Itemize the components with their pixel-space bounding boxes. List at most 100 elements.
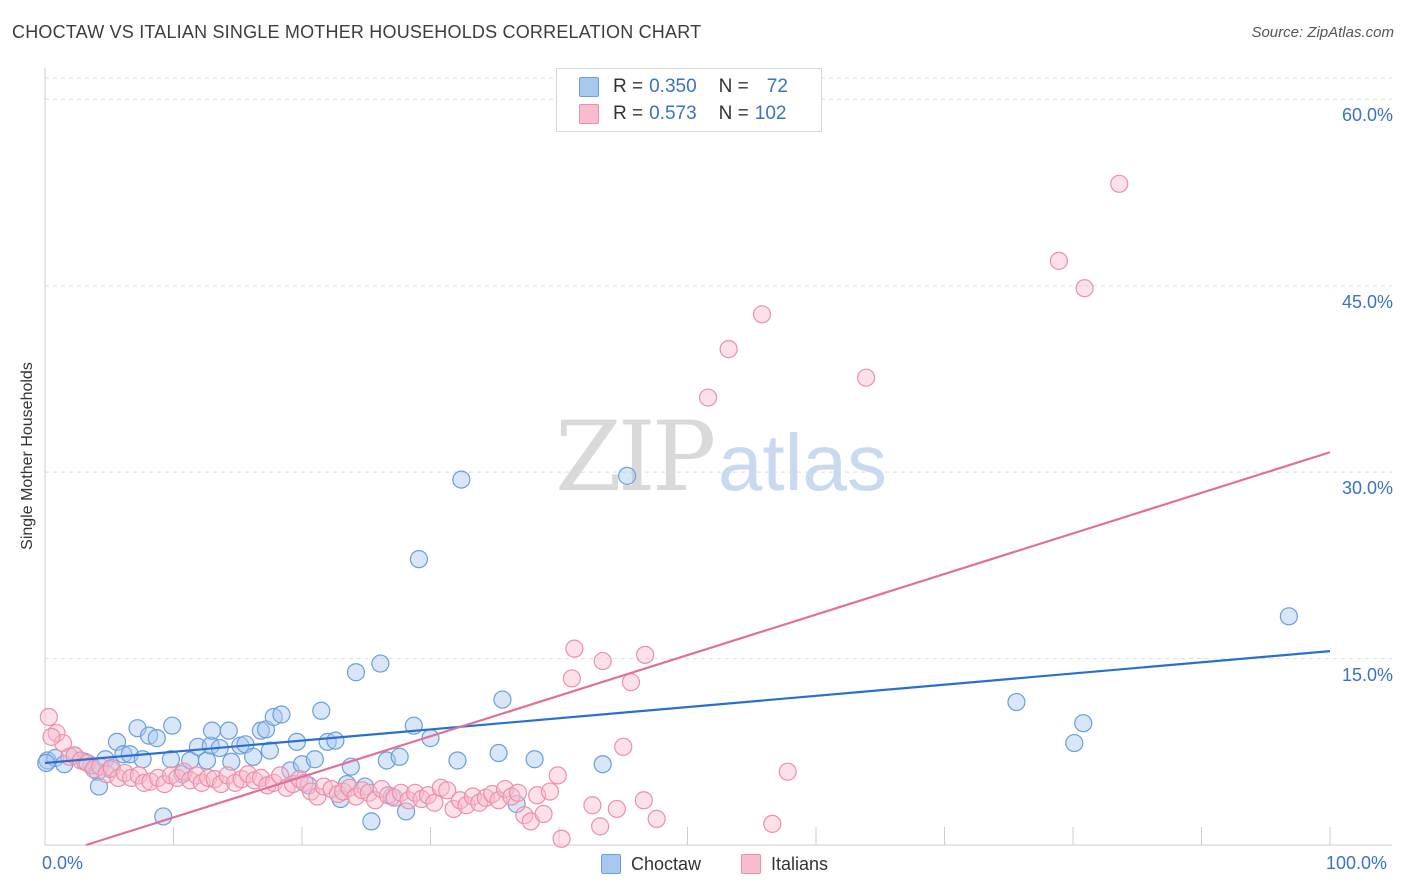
choctaw-swatch bbox=[579, 77, 599, 97]
italians-point bbox=[438, 781, 457, 800]
legend-row-italians: R = 0.573 N = 102 bbox=[579, 101, 786, 127]
choctaw-point bbox=[371, 654, 390, 673]
italians-r-label: R = bbox=[613, 103, 644, 124]
y-tick-label: 60.0% bbox=[1341, 105, 1393, 126]
italians-point bbox=[552, 829, 571, 848]
italians-point bbox=[583, 796, 602, 815]
choctaw-legend-swatch bbox=[601, 854, 621, 874]
italians-point bbox=[508, 783, 527, 802]
italians-point bbox=[218, 766, 237, 785]
italians-point bbox=[719, 340, 738, 359]
choctaw-point bbox=[326, 731, 345, 750]
italians-point bbox=[540, 782, 560, 801]
choctaw-n-label: N = bbox=[718, 76, 749, 97]
italians-point bbox=[593, 651, 612, 671]
choctaw-point bbox=[305, 750, 324, 769]
axes bbox=[44, 68, 1392, 846]
choctaw-point bbox=[244, 747, 263, 766]
italians-r-value: 0.573 bbox=[649, 103, 697, 124]
choctaw-point bbox=[362, 812, 381, 831]
choctaw-point bbox=[396, 802, 416, 821]
italians-point bbox=[42, 727, 61, 746]
italians-point bbox=[763, 814, 782, 833]
italians-legend-label: Italians bbox=[771, 853, 829, 874]
choctaw-points bbox=[37, 466, 1298, 831]
italians-n-label: N = bbox=[718, 103, 749, 124]
chart-title: CHOCTAW VS ITALIAN SINGLE MOTHER HOUSEHO… bbox=[12, 22, 702, 42]
italians-point bbox=[1075, 279, 1094, 298]
italians-point bbox=[534, 804, 553, 824]
italians-point bbox=[548, 766, 567, 785]
watermark-zip: ZIP bbox=[555, 401, 714, 513]
choctaw-r-value: 0.350 bbox=[649, 76, 697, 97]
choctaw-point bbox=[409, 550, 429, 569]
choctaw-legend-label: Choctaw bbox=[631, 853, 702, 874]
italians-point bbox=[621, 673, 641, 692]
choctaw-r-label: R = bbox=[613, 76, 644, 97]
choctaw-point bbox=[154, 807, 173, 826]
choctaw-point bbox=[202, 721, 222, 740]
choctaw-point bbox=[493, 690, 512, 709]
correlation-legend: R = 0.350 N = 72 R = 0.573 N = 102 bbox=[556, 68, 822, 132]
y-tick-label: 45.0% bbox=[1341, 291, 1393, 312]
italians-point bbox=[647, 809, 666, 829]
italians-point bbox=[591, 817, 610, 836]
choctaw-point bbox=[593, 755, 612, 774]
italians-point bbox=[635, 645, 655, 664]
choctaw-point bbox=[618, 466, 637, 485]
choctaw-point bbox=[114, 745, 133, 764]
choctaw-point bbox=[222, 752, 241, 771]
italians-point bbox=[399, 791, 418, 810]
italians-swatch bbox=[579, 104, 599, 124]
italians-trend-line bbox=[85, 451, 1331, 847]
italians-point bbox=[752, 305, 772, 324]
italians-point bbox=[308, 787, 327, 806]
grid-lines bbox=[45, 77, 1392, 660]
italians-legend-swatch bbox=[741, 854, 761, 874]
italians-point bbox=[391, 783, 411, 802]
y-tick-label: 15.0% bbox=[1341, 664, 1393, 685]
x-tick-max: 100.0% bbox=[1326, 853, 1388, 873]
choctaw-point bbox=[163, 716, 182, 735]
watermark-atlas: atlas bbox=[718, 418, 887, 507]
choctaw-point bbox=[1065, 733, 1084, 753]
italians-point bbox=[698, 388, 718, 407]
choctaw-point bbox=[312, 701, 331, 720]
choctaw-point bbox=[147, 729, 166, 748]
choctaw-point bbox=[219, 721, 238, 740]
choctaw-point bbox=[1279, 607, 1298, 626]
choctaw-point bbox=[448, 751, 467, 770]
italians-point bbox=[1110, 174, 1129, 193]
legend-row-choctaw: R = 0.350 N = 72 bbox=[579, 74, 788, 100]
choctaw-n-value: 72 bbox=[766, 76, 788, 97]
trend-lines bbox=[44, 451, 1331, 847]
choctaw-point bbox=[197, 751, 217, 770]
choctaw-point bbox=[260, 741, 279, 760]
italians-point bbox=[1049, 251, 1068, 270]
legend-item-italians[interactable]: Italians bbox=[741, 852, 828, 876]
italians-point bbox=[565, 639, 584, 658]
italians-point bbox=[778, 762, 797, 781]
choctaw-point bbox=[272, 705, 291, 724]
italians-point bbox=[614, 737, 633, 756]
choctaw-point bbox=[489, 743, 508, 763]
y-tick-label: 30.0% bbox=[1341, 478, 1393, 499]
italians-point bbox=[634, 791, 653, 810]
choctaw-point bbox=[346, 663, 366, 682]
italians-point bbox=[562, 669, 581, 688]
source-label: Source: ZipAtlas.com bbox=[1251, 24, 1394, 41]
italians-point bbox=[607, 799, 626, 819]
italians-point bbox=[857, 368, 876, 387]
choctaw-point bbox=[390, 747, 409, 766]
choctaw-point bbox=[452, 470, 471, 489]
legend-item-choctaw[interactable]: Choctaw bbox=[601, 852, 701, 876]
italians-n-value: 102 bbox=[754, 103, 787, 124]
choctaw-point bbox=[1007, 692, 1026, 712]
italians-point bbox=[134, 773, 154, 792]
x-tick-min: 0.0% bbox=[42, 853, 84, 873]
choctaw-point bbox=[525, 750, 544, 769]
italians-point bbox=[39, 707, 58, 727]
choctaw-trend-line bbox=[44, 650, 1331, 765]
choctaw-point bbox=[161, 750, 181, 769]
